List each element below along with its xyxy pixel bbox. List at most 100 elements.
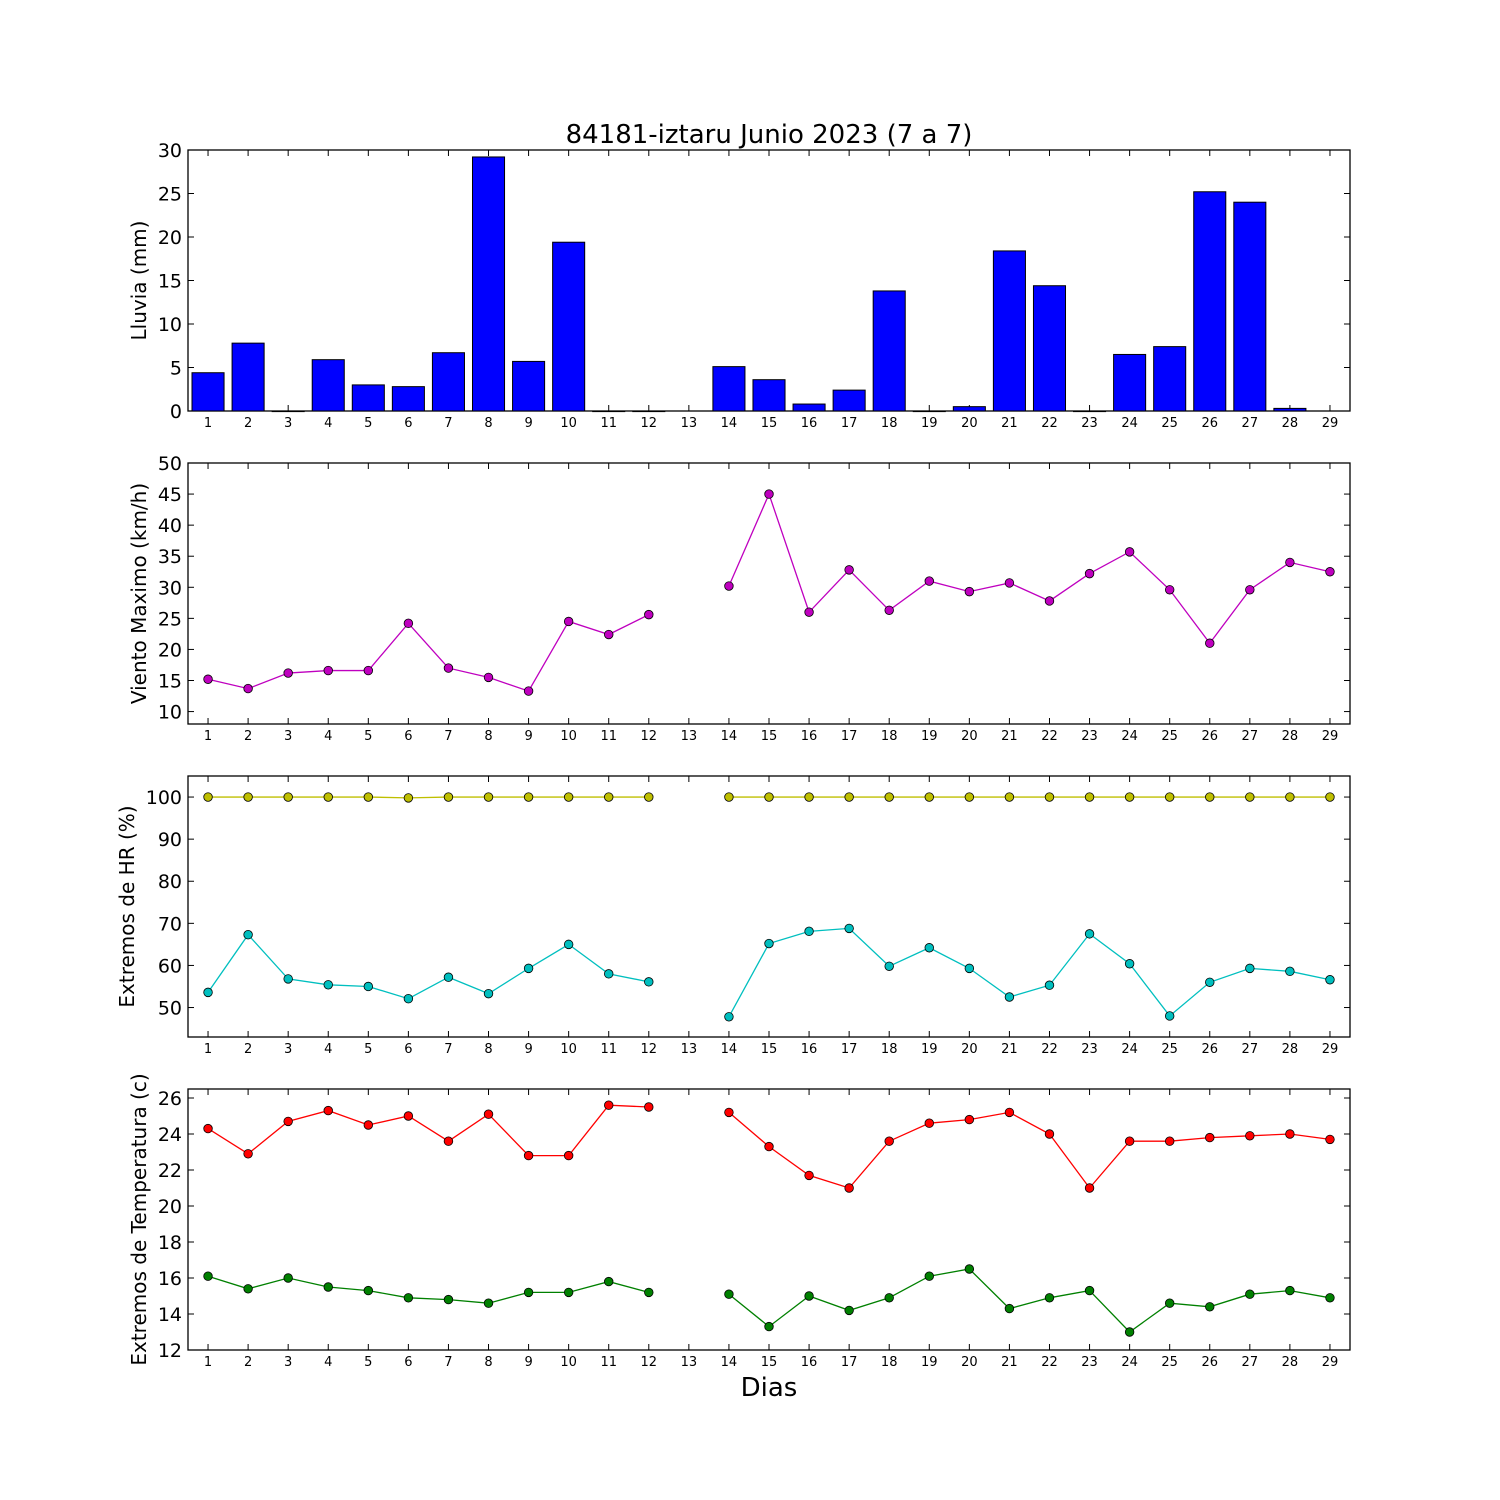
temperature-series-2-point [1044, 1293, 1055, 1303]
temperature-xtick-label: 5 [364, 1355, 372, 1370]
rain-xtick-label: 9 [524, 416, 532, 431]
humidity-xtick-label: 29 [1322, 1042, 1339, 1057]
humidity-series-2-point [764, 938, 774, 949]
humidity-xtick-label: 21 [1001, 1042, 1018, 1057]
wind-frame [187, 462, 1351, 725]
temperature-xtick-label: 13 [681, 1355, 698, 1370]
wind-series-1-point [1164, 585, 1175, 595]
wind-ytick-label: 45 [158, 484, 182, 506]
rain-bar [592, 410, 626, 413]
humidity-series-2-point [483, 988, 494, 999]
temperature-xtick-label: 16 [801, 1355, 818, 1370]
wind-ytick-label: 25 [158, 608, 182, 630]
rain-bar [471, 156, 506, 412]
wind-xtick-label: 8 [484, 729, 492, 744]
wind-xtick-label: 17 [841, 729, 858, 744]
humidity-series-1-point [804, 792, 814, 802]
humidity-xtick-label: 24 [1121, 1042, 1138, 1057]
temperature-xtick-label: 15 [761, 1355, 778, 1370]
rain-xtick-label: 3 [284, 416, 292, 431]
temperature-series-1-point [1325, 1134, 1335, 1145]
wind-xtick-label: 24 [1121, 729, 1138, 744]
rain-ytick-label: 0 [170, 401, 182, 423]
humidity-ytick-label: 100 [146, 787, 182, 809]
temperature-xtick-label: 14 [721, 1355, 738, 1370]
temperature-xtick-label: 19 [921, 1355, 938, 1370]
rain-xtick-label: 24 [1121, 416, 1138, 431]
temperature-series-2-point [483, 1298, 494, 1308]
temperature-ytick-label: 18 [158, 1232, 182, 1254]
temperature-series-1-point [563, 1150, 574, 1161]
temperature-xtick-label: 27 [1242, 1355, 1259, 1370]
wind-xtick-label: 25 [1161, 729, 1178, 744]
humidity-series-2-point [1084, 929, 1095, 939]
humidity-series-2-point [323, 980, 333, 990]
wind-xtick-label: 9 [524, 729, 532, 744]
humidity-ytick-label: 90 [158, 829, 182, 851]
humidity-xtick-label: 1 [204, 1042, 212, 1057]
wind-series-1-point [964, 586, 975, 597]
humidity-y-axis-label: Extremos de HR (%) [115, 805, 139, 1007]
rain-bar [552, 241, 586, 412]
humidity-series-1-point [924, 792, 934, 802]
rain-xtick-label: 12 [641, 416, 658, 431]
temperature-series-1-point [1004, 1107, 1015, 1118]
temperature-series-2-line [728, 1268, 1331, 1333]
temperature-series-2-point [604, 1276, 614, 1287]
wind-series-1-point [243, 683, 253, 694]
humidity-xtick-label: 27 [1242, 1042, 1259, 1057]
temperature-series-2-line [207, 1275, 649, 1304]
temperature-series-2-point [1004, 1303, 1015, 1314]
wind-xtick-label: 3 [284, 729, 292, 744]
temperature-frame [187, 1088, 1351, 1351]
humidity-series-2-point [283, 974, 293, 984]
temperature-series-2-point [964, 1264, 975, 1274]
temperature-series-2-point [443, 1294, 454, 1305]
humidity-series-2-point [1124, 959, 1135, 969]
wind-series-1-line [728, 492, 1331, 645]
humidity-series-1-point [243, 792, 253, 802]
rain-xtick-label: 1 [204, 416, 212, 431]
humidity-series-2-point [203, 987, 213, 998]
rain-bar [1032, 285, 1067, 412]
wind-ytick-label: 30 [158, 577, 182, 599]
temperature-series-2-point [203, 1271, 213, 1281]
humidity-xtick-label: 6 [404, 1042, 412, 1057]
humidity-xtick-label: 13 [681, 1042, 698, 1057]
rain-bar [832, 389, 866, 412]
rain-ytick-label: 10 [158, 314, 182, 336]
temperature-series-2-point [844, 1305, 854, 1316]
humidity-series-1-point [1205, 792, 1215, 802]
rain-xtick-label: 29 [1322, 416, 1339, 431]
humidity-xtick-label: 14 [721, 1042, 738, 1057]
wind-series-1-point [323, 665, 333, 676]
humidity-series-1-point [363, 792, 374, 802]
rain-xtick-label: 15 [761, 416, 778, 431]
rain-xtick-label: 20 [961, 416, 978, 431]
temperature-series-1-point [363, 1120, 374, 1130]
temperature-series-2-point [1285, 1285, 1295, 1296]
wind-xtick-label: 14 [721, 729, 738, 744]
temperature-series-1-point [523, 1150, 534, 1161]
humidity-xtick-label: 7 [444, 1042, 452, 1057]
humidity-series-1-line [208, 796, 649, 799]
temperature-series-2-point [403, 1293, 414, 1303]
humidity-series-1-point [523, 792, 534, 802]
rain-xtick-label: 14 [721, 416, 738, 431]
humidity-xtick-label: 23 [1081, 1042, 1098, 1057]
rain-ytick-label: 25 [158, 184, 182, 206]
rain-bar [311, 359, 345, 412]
rain-xtick-label: 26 [1201, 416, 1218, 431]
humidity-series-1-point [283, 792, 293, 802]
rain-bar [872, 290, 906, 412]
wind-series-1-point [363, 665, 374, 676]
rain-bar [792, 403, 826, 412]
wind-series-1-point [1044, 596, 1055, 606]
temperature-ytick-label: 24 [158, 1124, 182, 1146]
rain-xtick-label: 10 [560, 416, 577, 431]
wind-series-1-point [203, 674, 213, 684]
humidity-series-2-point [1164, 1011, 1175, 1021]
temperature-series-1-point [403, 1111, 414, 1121]
